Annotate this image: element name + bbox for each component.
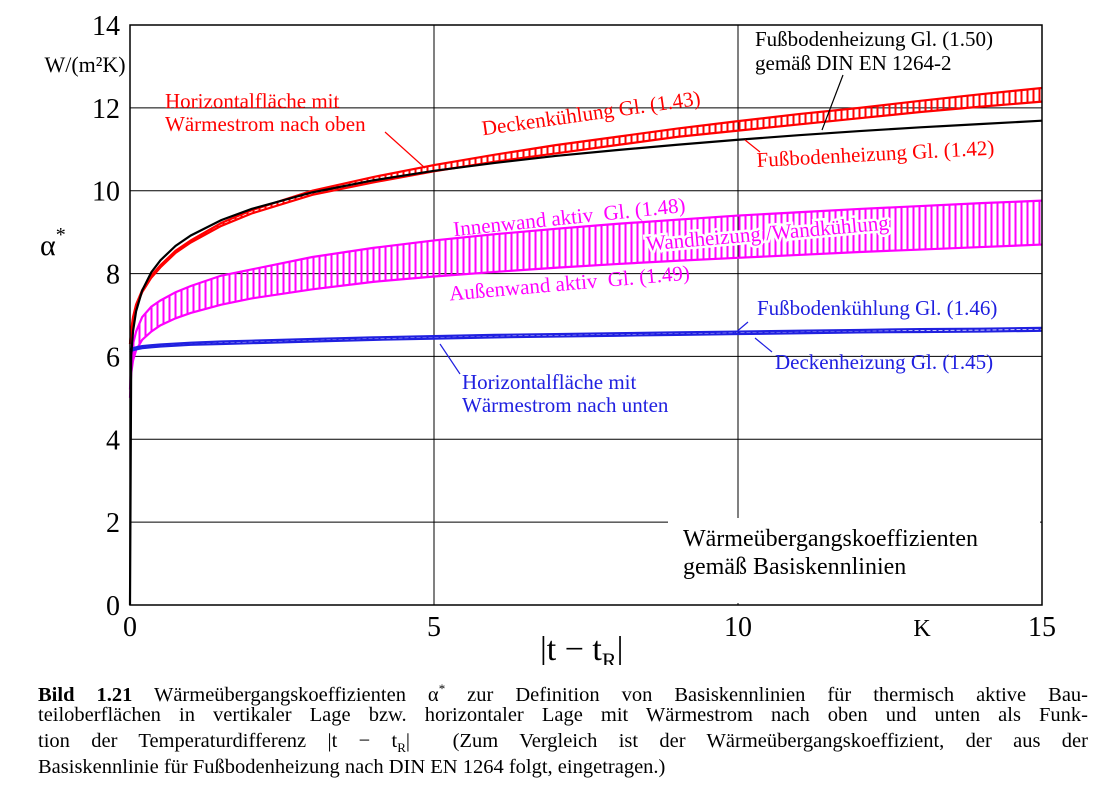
y-label: α* (40, 224, 66, 262)
annotation: Wärmestrom nach oben (165, 112, 366, 136)
note-box (668, 518, 1040, 603)
leader-line (734, 321, 749, 334)
x-label-main: |t − t (540, 631, 602, 665)
caption-line: teiloberflächen in vertikaler Lage bzw. … (38, 704, 1088, 726)
y-tick-label: 8 (106, 260, 120, 291)
annotation: gemäß DIN EN 1264-2 (755, 51, 952, 75)
annotation: Horizontalfläche mit (462, 370, 637, 394)
y-unit: W/(m²K) (44, 52, 125, 77)
x-unit: K (913, 616, 931, 642)
caption-sup: * (438, 681, 446, 696)
y-tick-label: 0 (106, 591, 120, 622)
x-label-end: | (617, 631, 624, 665)
leader-lines (384, 74, 844, 375)
series-label: Fußbodenheizung Gl. (1.42) (756, 136, 995, 172)
caption-line: Basiskennlinie für Fußbodenheizung nach … (38, 756, 666, 778)
plot-frame (129, 24, 1043, 606)
annotation: gemäß Basiskennlinien (683, 554, 906, 580)
caption-text: Wärmeübergangskoeffizienten α (132, 683, 439, 706)
leader-line (439, 343, 461, 375)
x-tick-label: 0 (123, 612, 137, 643)
leader-line (384, 131, 426, 169)
caption-line: Bild 1.21 Wärmeübergangskoeffizienten α*… (38, 676, 1088, 708)
y-tick-label: 12 (92, 94, 120, 125)
series-line (129, 329, 1043, 354)
caption-text: tion der Temperaturdifferenz |t − t (38, 730, 398, 752)
annotation: Wärmestrom nach unten (462, 393, 669, 417)
leader-line (754, 337, 773, 353)
hatch-band (130, 200, 1042, 398)
x-tick-label: 5 (427, 612, 441, 643)
series-line (128, 243, 1043, 398)
annotation: Horizontalfläche mit (165, 89, 340, 113)
x-tick-label: 15 (1028, 612, 1056, 643)
leader-line (744, 139, 761, 153)
series-label: Deckenheizung Gl. (1.45) (775, 350, 993, 374)
caption-line: tion der Temperaturdifferenz |t − tR| (Z… (38, 728, 1088, 761)
x-label-sub: R (602, 648, 617, 665)
leader-line (821, 74, 844, 131)
series-line (128, 119, 1043, 606)
series-label: Fußbodenheizung Gl. (1.50) (755, 27, 993, 51)
caption-sub: R (397, 740, 406, 756)
series-line (129, 326, 1043, 351)
annotation: Wärmeübergangskoeffizienten (683, 526, 978, 552)
y-tick-label: 6 (106, 342, 120, 373)
y-tick-label: 14 (92, 11, 120, 42)
series-line (128, 199, 1043, 390)
y-tick-label: 4 (106, 425, 120, 456)
caption-label: Bild 1.21 (38, 683, 133, 706)
y-tick-label: 10 (92, 177, 120, 208)
caption-text: | (Zum Vergleich ist der Wärmeübergangsk… (405, 730, 1088, 752)
y-label-sup: * (56, 224, 66, 246)
lines (128, 86, 1043, 606)
y-tick-label: 2 (106, 508, 120, 539)
series-label: Fußbodenkühlung Gl. (1.46) (757, 296, 997, 320)
x-label: |t − tR| (540, 631, 623, 665)
caption-text: zur Definition von Basiskennlinien für t… (445, 683, 1089, 706)
y-label-main: α (40, 229, 56, 262)
x-tick-label: 10 (724, 612, 752, 643)
